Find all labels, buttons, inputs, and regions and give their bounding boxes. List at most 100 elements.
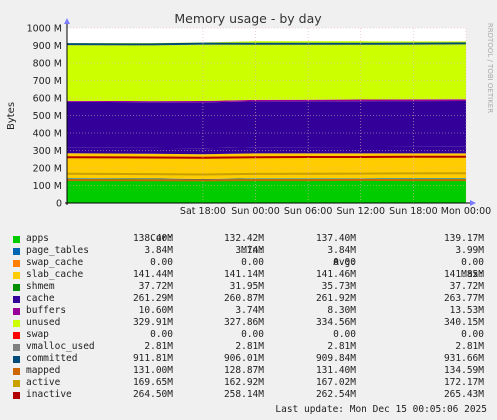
x-ticks: Sat 18:00 Sun 00:00 Sun 06:00 Sun 12:00 Sun … bbox=[180, 206, 491, 215]
legend-min-value: 327.86M bbox=[223, 317, 264, 328]
area-buffers bbox=[67, 99, 466, 103]
legend-swatch bbox=[13, 272, 20, 279]
legend-avg-value: 35.73M bbox=[321, 281, 356, 292]
legend-cur-value: 37.72M bbox=[138, 281, 173, 292]
legend-max-value: 263.77M bbox=[443, 293, 484, 304]
legend-min-value: 141.14M bbox=[223, 269, 264, 280]
y-tick-label: 500 M bbox=[33, 111, 62, 122]
legend-item-page_tables: page_tables 3.84M 3.74M 3.84M 3.99M bbox=[0, 245, 497, 257]
legend-item-unused: unused 329.91M 327.86M 334.56M 340.15M bbox=[0, 317, 497, 329]
legend-max-value: 340.15M bbox=[443, 317, 484, 328]
y-tick-label: 600 M bbox=[33, 94, 62, 105]
legend-swatch bbox=[13, 248, 20, 255]
y-tick-label: 1000 M bbox=[27, 24, 62, 35]
legend-avg-value: 0.00 bbox=[333, 257, 356, 268]
legend-name: apps bbox=[26, 233, 49, 244]
area-apps bbox=[67, 178, 466, 203]
legend-item-slab_cache: slab_cache 141.44M 141.14M 141.46M 141.85M bbox=[0, 269, 497, 281]
legend-item-vmalloc_used: vmalloc_used 2.81M 2.81M 2.81M 2.81M bbox=[0, 341, 497, 353]
legend-cur-value: 138.40M bbox=[132, 233, 173, 244]
legend-avg-value: 167.02M bbox=[315, 377, 356, 388]
line-committed bbox=[66, 42, 467, 46]
chart-title: Memory usage - by day bbox=[174, 11, 322, 26]
legend-max-value: 13.53M bbox=[449, 305, 484, 316]
legend-swatch bbox=[13, 392, 20, 399]
y-tick-label: 900 M bbox=[33, 41, 62, 52]
legend-min-value: 162.92M bbox=[223, 377, 264, 388]
legend-name: vmalloc_used bbox=[26, 341, 95, 352]
legend-min-value: 258.14M bbox=[223, 389, 264, 400]
x-tick-label: Mon 00:00 bbox=[441, 206, 491, 215]
legend-name: active bbox=[26, 377, 61, 388]
legend-item-inactive: inactive 264.50M 258.14M 262.54M 265.43M bbox=[0, 389, 497, 401]
y-ticks: 0 100 M 200 M 300 M 400 M 500 M 600 M 700 M 800 … bbox=[27, 24, 62, 210]
legend-avg-value: 3.84M bbox=[327, 245, 356, 256]
legend-item-apps: apps 138.40M 132.42M 137.40M 139.17M bbox=[0, 233, 497, 245]
legend-header-cur: Cur: bbox=[150, 233, 173, 244]
legend-avg-value: 137.40M bbox=[315, 233, 356, 244]
legend-avg-value: 8.30M bbox=[327, 305, 356, 316]
legend-name: unused bbox=[26, 317, 61, 328]
x-tick-label: Sun 12:00 bbox=[337, 206, 385, 215]
legend-avg-value: 0.00 bbox=[333, 329, 356, 340]
legend-max-value: 2.81M bbox=[455, 341, 484, 352]
legend-cur-value: 3.84M bbox=[144, 245, 173, 256]
x-tick-label: Sun 18:00 bbox=[389, 206, 437, 215]
series-areas bbox=[67, 41, 466, 203]
y-tick-label: 300 M bbox=[33, 146, 62, 157]
legend-swatch bbox=[13, 320, 20, 327]
legend-item-shmem: shmem 37.72M 31.95M 35.73M 37.72M bbox=[0, 281, 497, 293]
legend-cur-value: 0.00 bbox=[150, 329, 173, 340]
legend-swatch bbox=[13, 284, 20, 291]
legend-max-value: 134.59M bbox=[443, 365, 484, 376]
legend-max-value: 931.66M bbox=[443, 353, 484, 364]
legend-header: Cur: Min: Avg: Max: bbox=[0, 221, 497, 280]
legend-min-value: 3.74M bbox=[235, 305, 264, 316]
legend-max-value: 139.17M bbox=[443, 233, 484, 244]
x-tick-label: Sun 00:00 bbox=[231, 206, 279, 215]
legend-avg-value: 262.54M bbox=[315, 389, 356, 400]
legend-name: buffers bbox=[26, 305, 67, 316]
area-page_tables bbox=[67, 178, 466, 180]
y-tick-label: 0 bbox=[56, 199, 62, 210]
legend-item-buffers: buffers 10.60M 3.74M 8.30M 13.53M bbox=[0, 305, 497, 317]
legend-item-swap: swap 0.00 0.00 0.00 0.00 bbox=[0, 329, 497, 341]
y-tick-label: 800 M bbox=[33, 59, 62, 70]
legend-header-max: Max: bbox=[461, 269, 484, 280]
legend-max-value: 172.17M bbox=[443, 377, 484, 388]
legend-swatch bbox=[13, 344, 20, 351]
legend-max-value: 265.43M bbox=[443, 389, 484, 400]
legend-cur-value: 261.29M bbox=[132, 293, 173, 304]
legend-name: slab_cache bbox=[26, 269, 84, 280]
legend-cur-value: 141.44M bbox=[132, 269, 173, 280]
legend-cur-value: 169.65M bbox=[132, 377, 173, 388]
area-shmem bbox=[67, 146, 466, 155]
legend-avg-value: 909.84M bbox=[315, 353, 356, 364]
legend-max-value: 3.99M bbox=[455, 245, 484, 256]
legend-min-value: 3.74M bbox=[235, 245, 264, 256]
legend-cur-value: 10.60M bbox=[138, 305, 173, 316]
legend-name: committed bbox=[26, 353, 78, 364]
y-tick-label: 400 M bbox=[33, 129, 62, 140]
legend-swatch bbox=[13, 356, 20, 363]
legend-name: swap bbox=[26, 329, 49, 340]
legend-swatch bbox=[13, 332, 20, 339]
legend-min-value: 2.81M bbox=[235, 341, 264, 352]
legend: Cur: Min: Avg: Max: apps 138.40M 132.42M 13… bbox=[0, 221, 497, 401]
legend-max-value: 141.85M bbox=[443, 269, 484, 280]
line-mapped bbox=[66, 178, 466, 182]
legend-swatch bbox=[13, 236, 20, 243]
x-axis-arrow bbox=[470, 200, 476, 206]
legend-item-swap_cache: swap_cache 0.00 0.00 0.00 0.00 bbox=[0, 257, 497, 269]
line-active bbox=[66, 172, 467, 176]
memory-chart: Memory usage - by day Bytes RRDTOOL / TO… bbox=[6, 11, 494, 215]
legend-item-active: active 169.65M 162.92M 167.02M 172.17M bbox=[0, 377, 497, 389]
legend-name: inactive bbox=[26, 389, 72, 400]
legend-swatch bbox=[13, 380, 20, 387]
legend-min-value: 31.95M bbox=[229, 281, 264, 292]
legend-name: swap_cache bbox=[26, 257, 84, 268]
y-tick-label: 700 M bbox=[33, 76, 62, 87]
line-inactive bbox=[66, 155, 467, 159]
legend-cur-value: 2.81M bbox=[144, 341, 173, 352]
y-axis-label: Bytes bbox=[6, 102, 17, 130]
